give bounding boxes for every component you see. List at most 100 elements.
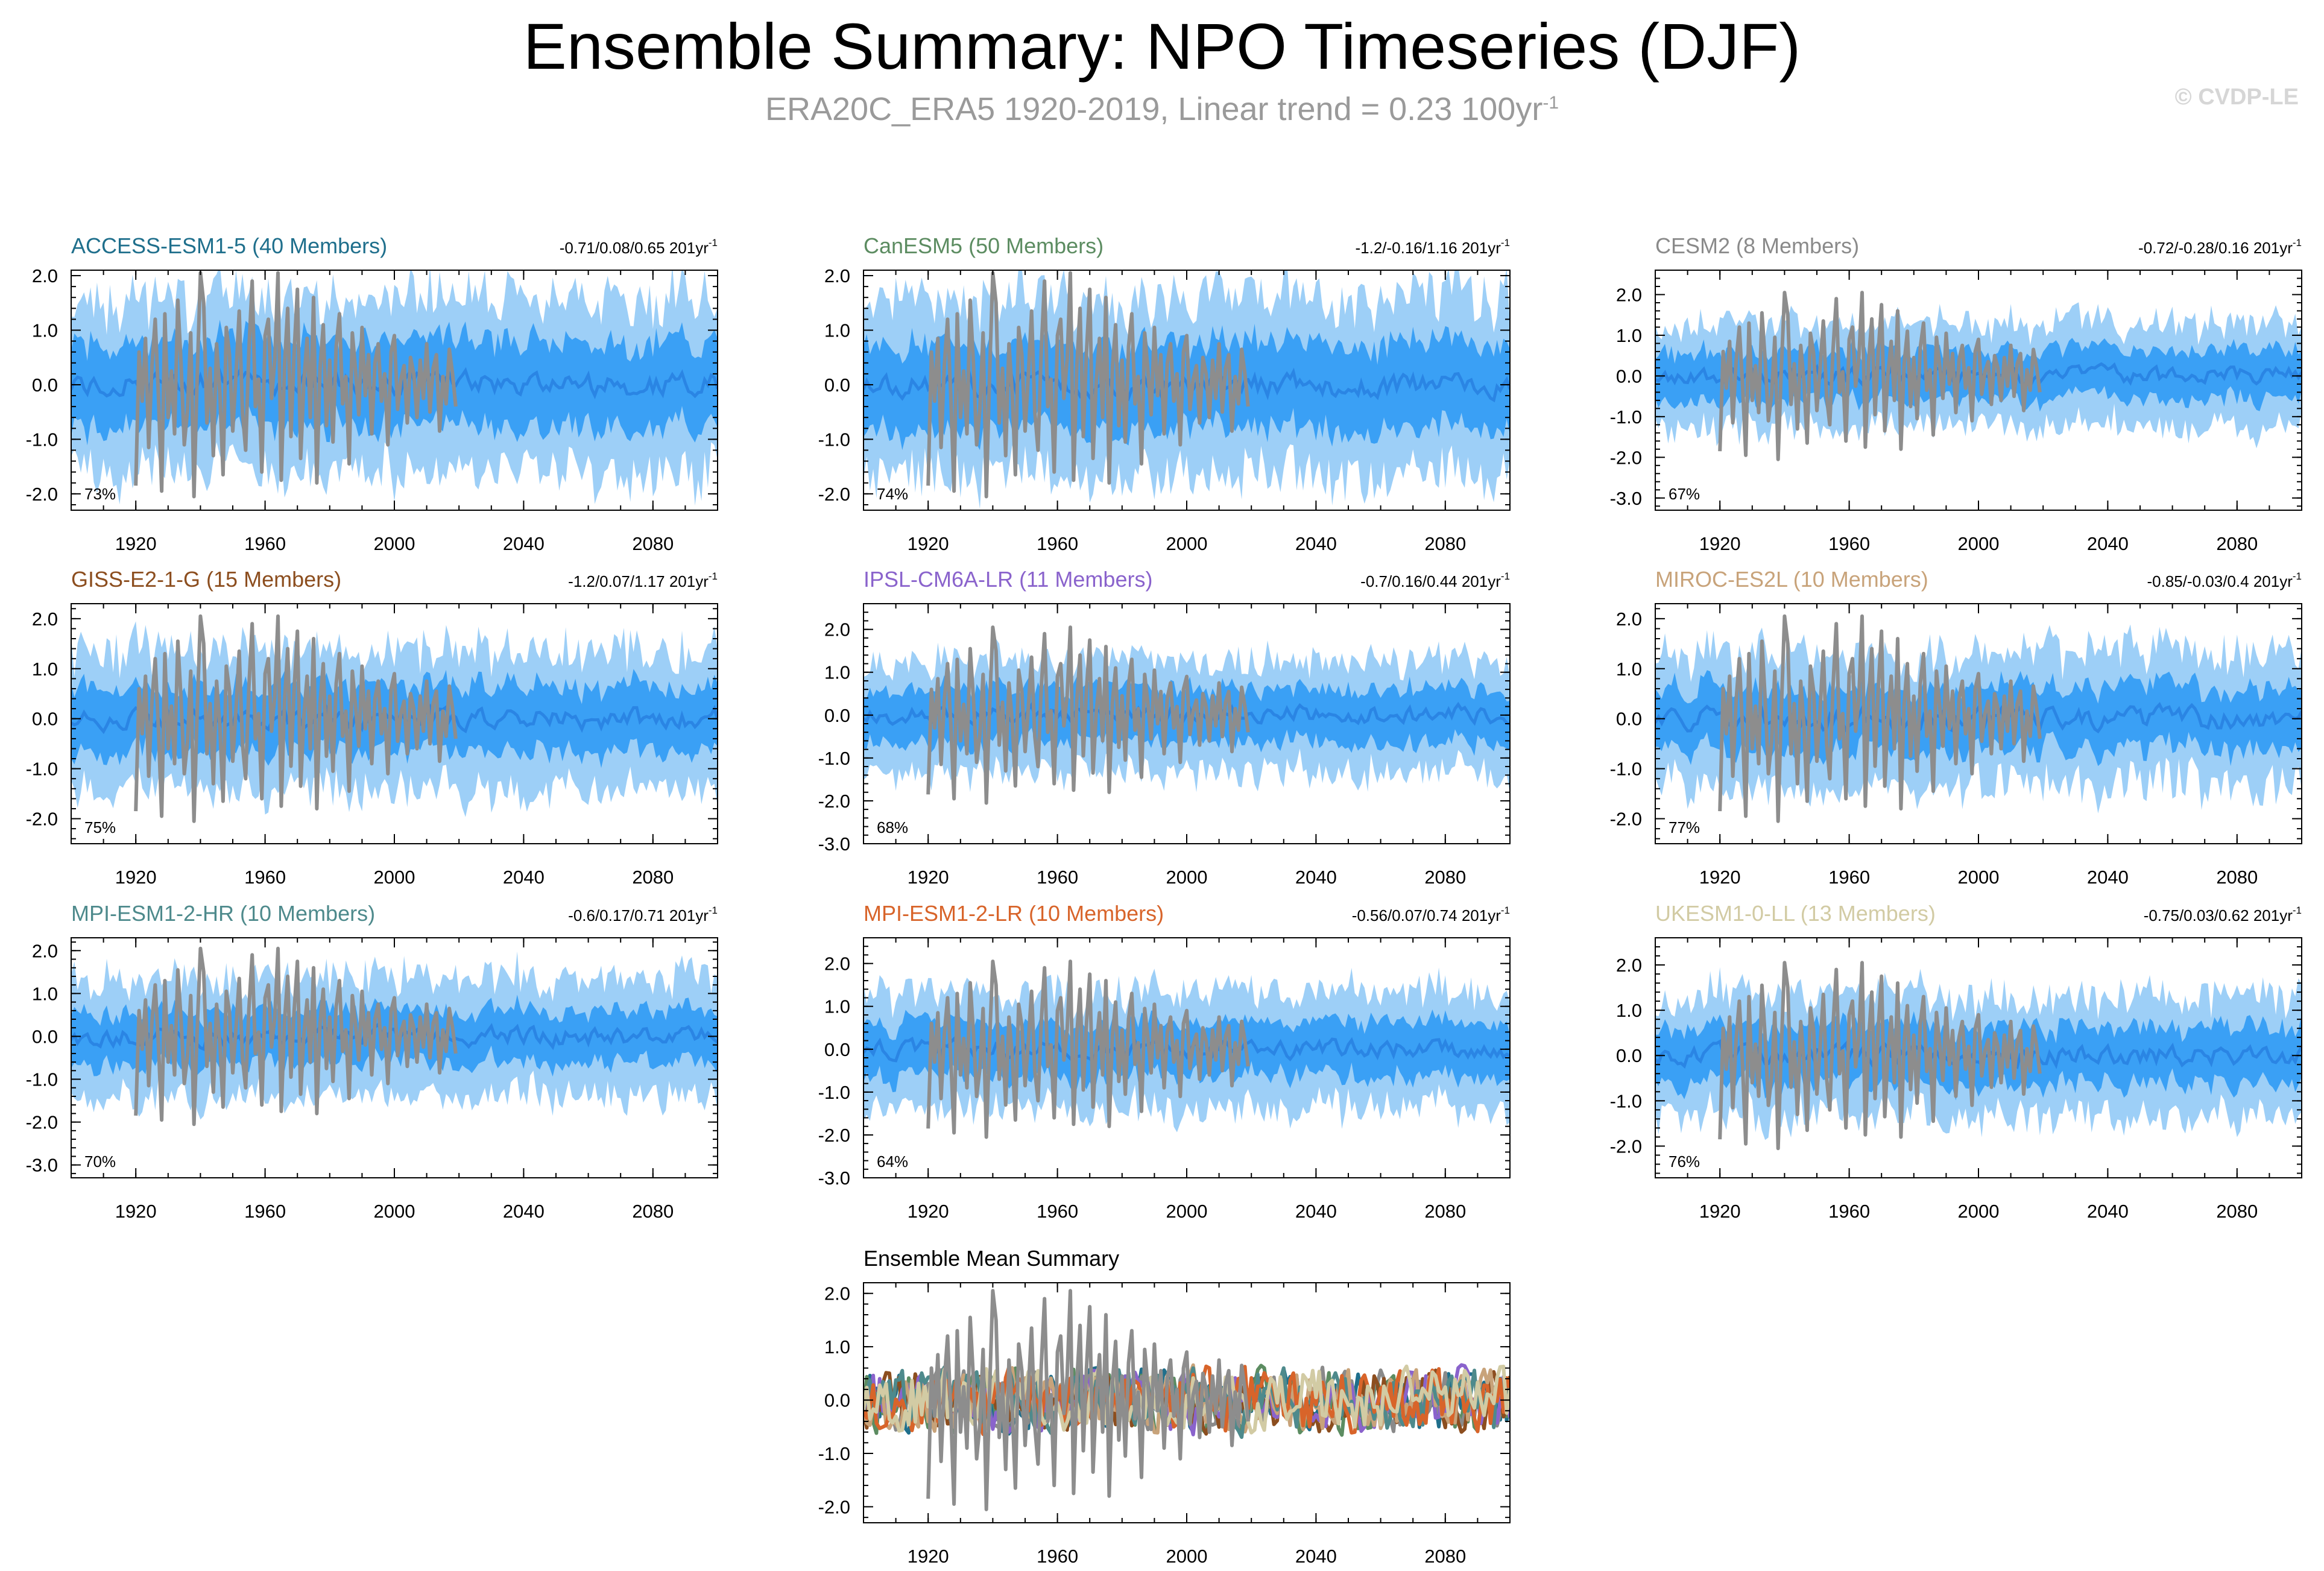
y-tick-label: 2.0 — [32, 265, 58, 286]
y-tick-label: 0.0 — [32, 709, 58, 730]
y-tick-label: 2.0 — [824, 1283, 850, 1304]
observed-line — [134, 946, 458, 1127]
observed-line — [134, 614, 458, 823]
x-tick-label: 2000 — [1166, 533, 1208, 554]
trend-range-label: -0.85/-0.03/0.4 201yr-1 — [2147, 571, 2302, 590]
plot-area — [864, 625, 1510, 805]
x-tick-label: 2040 — [1295, 533, 1337, 554]
x-tick-label: 1960 — [1037, 867, 1078, 888]
ensemble-mean-line — [864, 1036, 1510, 1064]
percent-label: 64% — [877, 1152, 908, 1171]
chart-panel: 1920 1960 2000 2040 2080 2.0 1.0 0.0 -1.0 -2.0 -3.… — [1610, 233, 2302, 554]
x-tick-label: 1960 — [1037, 1546, 1078, 1567]
y-tick-label: 0.0 — [32, 1026, 58, 1047]
y-tick-label: 1.0 — [32, 320, 58, 341]
ensemble-mean-line — [71, 367, 718, 400]
panel-title: CanESM5 (50 Members) — [864, 233, 1104, 258]
y-tick-label: 2.0 — [824, 953, 850, 975]
y-tick-label: 1.0 — [824, 1336, 850, 1358]
y-tick-label: 2.0 — [824, 619, 850, 640]
y-tick-label: 1.0 — [824, 662, 850, 683]
y-tick-label: -1.0 — [26, 1069, 58, 1090]
x-tick-label: 2000 — [374, 533, 415, 554]
x-tick-label: 1960 — [1037, 533, 1078, 554]
trend-range-text: -0.7/0.16/0.44 201yr — [1360, 572, 1501, 590]
y-tick-label: -1.0 — [1610, 406, 1642, 428]
observed-line — [1718, 291, 2042, 461]
trend-range-exponent: -1 — [1501, 905, 1510, 916]
ensemble-mean-line — [864, 367, 1510, 403]
y-tick-label: 2.0 — [1616, 955, 1642, 976]
y-tick-label: 0.0 — [824, 705, 850, 726]
y-tick-label: 2.0 — [32, 940, 58, 961]
observed-line — [926, 959, 1250, 1139]
x-tick-label: 2040 — [1295, 1201, 1337, 1222]
panel-title: MPI-ESM1-2-HR (10 Members) — [71, 901, 375, 926]
trend-range-exponent: -1 — [709, 571, 718, 582]
plot-area — [71, 614, 718, 823]
y-tick-label: 1.0 — [1616, 1000, 1642, 1021]
trend-range-label: -0.72/-0.28/0.16 201yr-1 — [2138, 237, 2302, 257]
y-tick-label: -2.0 — [26, 484, 58, 505]
y-tick-label: 1.0 — [1616, 659, 1642, 680]
plot-area — [1655, 961, 2302, 1151]
x-tick-label: 1960 — [244, 867, 286, 888]
panel-title: MIROC-ES2L (10 Members) — [1655, 567, 1928, 592]
x-tick-label: 1920 — [115, 867, 157, 888]
y-tick-label: -2.0 — [818, 1496, 850, 1517]
chart-panel: 1920 1960 2000 2040 2080 2.0 1.0 0.0 -1.0 -2.0 -3.… — [818, 567, 1511, 888]
percent-label: 74% — [877, 485, 908, 503]
percent-label: 75% — [84, 818, 116, 836]
x-tick-label: 2000 — [1166, 867, 1208, 888]
y-tick-label: -1.0 — [26, 759, 58, 780]
x-tick-label: 2080 — [2216, 533, 2258, 554]
x-tick-label: 2000 — [1958, 1201, 2000, 1222]
y-tick-label: 0.0 — [32, 375, 58, 396]
chart-panel: 1920 1960 2000 2040 2080 2.0 1.0 0.0 -1.0 -2.0 MIR… — [1610, 567, 2302, 888]
ensemble-mean-line — [864, 701, 1510, 727]
copyright-label: © CVDP-LE — [2174, 84, 2299, 110]
observed-line — [926, 271, 1250, 499]
percent-label: 73% — [84, 485, 116, 503]
trend-range-exponent: -1 — [1501, 571, 1510, 582]
trend-range-label: -0.71/0.08/0.65 201yr-1 — [560, 237, 718, 257]
panel-title: GISS-E2-1-G (15 Members) — [71, 567, 341, 592]
observed-line — [1718, 614, 2042, 823]
trend-range-label: -1.2/-0.16/1.16 201yr-1 — [1355, 237, 1510, 257]
chart-panel: 1920 1960 2000 2040 2080 2.0 1.0 0.0 -1.0 -2.0 -3.… — [26, 901, 718, 1222]
x-tick-label: 1960 — [1828, 533, 1870, 554]
trend-range-exponent: -1 — [2293, 237, 2302, 248]
x-tick-label: 2040 — [503, 867, 545, 888]
panel-title: MPI-ESM1-2-LR (10 Members) — [864, 901, 1164, 926]
x-tick-label: 2080 — [1424, 1546, 1466, 1567]
y-tick-label: 0.0 — [1616, 1045, 1642, 1066]
trend-range-exponent: -1 — [2293, 905, 2302, 916]
x-tick-label: 1960 — [244, 533, 286, 554]
y-tick-label: 2.0 — [824, 265, 850, 286]
subtitle-exponent: -1 — [1542, 93, 1559, 113]
observed-line — [926, 625, 1250, 805]
figure-subtitle: ERA20C_ERA5 1920-2019, Linear trend = 0.… — [0, 90, 2324, 128]
y-tick-label: 2.0 — [32, 608, 58, 630]
y-tick-label: -3.0 — [1610, 488, 1642, 509]
y-tick-label: -2.0 — [818, 1125, 850, 1146]
x-tick-label: 2000 — [374, 1201, 415, 1222]
chart-panel: 1920 1960 2000 2040 2080 2.0 1.0 0.0 -1.0 -2.0 ACC… — [26, 233, 718, 554]
y-tick-label: 1.0 — [824, 320, 850, 341]
x-tick-label: 2000 — [1958, 867, 2000, 888]
y-tick-label: 0.0 — [1616, 365, 1642, 387]
y-tick-label: -2.0 — [1610, 447, 1642, 468]
y-tick-label: 0.0 — [824, 375, 850, 396]
percent-label: 70% — [84, 1152, 116, 1171]
y-tick-label: 2.0 — [1616, 608, 1642, 630]
y-tick-label: -2.0 — [26, 1112, 58, 1133]
x-tick-label: 1960 — [1828, 867, 1870, 888]
x-tick-label: 1920 — [908, 1201, 949, 1222]
y-tick-label: -2.0 — [26, 809, 58, 830]
x-tick-label: 1920 — [908, 533, 949, 554]
trend-range-text: -0.75/0.03/0.62 201yr — [2144, 906, 2293, 925]
y-tick-label: 1.0 — [1616, 325, 1642, 346]
ensemble-mean-line — [71, 703, 718, 735]
trend-range-label: -0.75/0.03/0.62 201yr-1 — [2144, 905, 2302, 925]
